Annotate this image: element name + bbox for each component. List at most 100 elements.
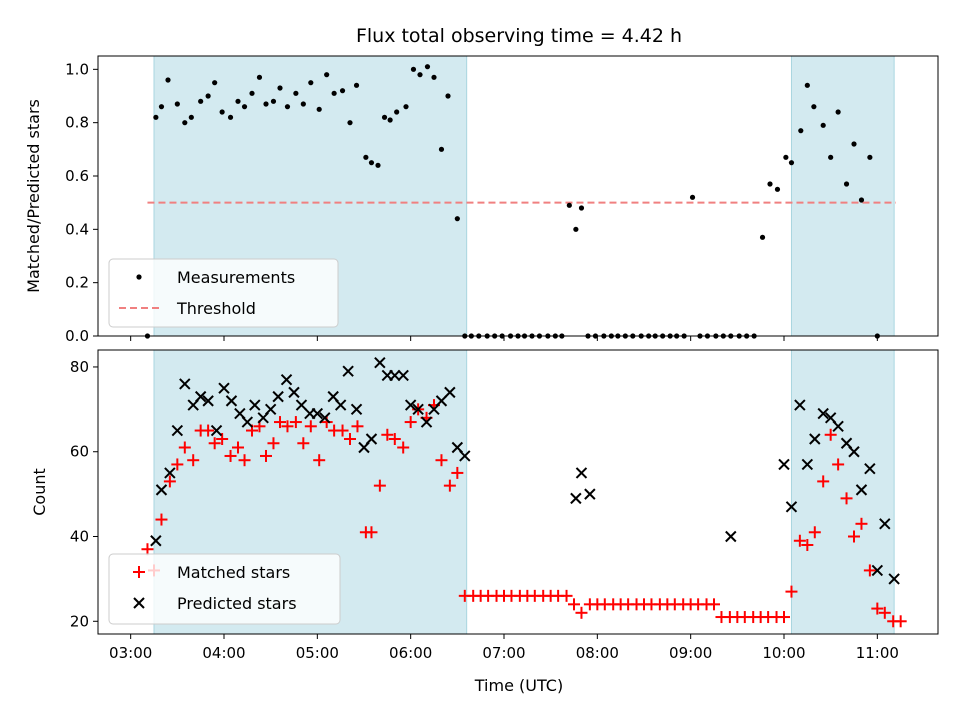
legend-marker-matched — [133, 566, 145, 578]
measurement-point — [198, 98, 204, 104]
predicted-star-point — [879, 518, 891, 530]
predicted-star-point — [311, 407, 324, 420]
top-legend-box — [108, 258, 339, 328]
legend-label-predicted: Predicted stars — [177, 594, 297, 613]
predicted-star-point — [194, 390, 207, 403]
matched-star-point — [451, 466, 464, 479]
measurement-point — [174, 101, 180, 107]
bottom-ytick-label: 80 — [70, 358, 89, 376]
predicted-star-point — [435, 395, 448, 407]
measurement-point — [249, 90, 255, 96]
predicted-star-point — [817, 407, 829, 420]
bottom-ytick-label: 20 — [70, 612, 89, 630]
legend-marker-predicted — [133, 597, 145, 609]
top-ytick-label: 0.2 — [65, 274, 89, 292]
measurement-point — [454, 216, 460, 222]
matched-star-point — [848, 530, 860, 543]
matched-star-point — [216, 433, 229, 446]
matched-star-point — [388, 433, 401, 446]
measurement-point — [811, 104, 817, 110]
predicted-star-point — [778, 458, 790, 471]
measurement-point — [767, 181, 773, 187]
predicted-star-point — [412, 403, 424, 416]
bottom-ylabel: Count — [30, 468, 49, 516]
matched-star-point — [289, 416, 302, 429]
predicted-star-point — [225, 395, 238, 407]
measurement-point — [300, 101, 306, 107]
predicted-star-point — [794, 399, 806, 411]
predicted-star-point — [832, 420, 844, 433]
measurement-point — [219, 109, 225, 115]
matched-star-point — [793, 534, 806, 547]
chart-title: Flux total observing time = 4.42 h — [356, 25, 682, 47]
top-ylabel: Matched/Predicted stars — [24, 99, 43, 293]
predicted-star-point — [374, 357, 386, 369]
matched-star-point — [224, 449, 237, 462]
predicted-star-point — [241, 416, 254, 428]
measurement-point — [867, 154, 873, 160]
predicted-star-point — [202, 395, 214, 407]
xtick-label: 08:00 — [576, 644, 619, 662]
matched-star-point — [202, 424, 215, 437]
measurement-point — [858, 197, 865, 203]
matched-star-point — [871, 602, 884, 615]
matched-star-point — [832, 458, 845, 471]
matched-star-point — [267, 437, 280, 450]
measurement-point — [835, 109, 841, 115]
measurement-point — [368, 160, 375, 166]
matched-star-point — [443, 479, 456, 492]
predicted-star-point — [288, 386, 300, 399]
top-ytick-label: 0.0 — [65, 327, 89, 345]
measurement-point — [331, 90, 337, 96]
measurement-point — [410, 66, 417, 72]
matched-star-point — [313, 454, 326, 467]
matched-star-point — [351, 420, 364, 433]
measurement-point — [188, 114, 194, 120]
matched-star-point — [575, 606, 588, 619]
measurement-point — [284, 104, 291, 110]
matched-star-point — [274, 416, 286, 429]
measurement-point — [182, 120, 188, 126]
predicted-star-point — [272, 390, 284, 403]
bottom-shaded-interval-1 — [790, 349, 895, 635]
measurement-point — [759, 234, 766, 240]
predicted-star-point — [848, 446, 860, 458]
measurement-point — [573, 226, 579, 232]
predicted-star-point — [365, 433, 378, 445]
predicted-star-point — [570, 492, 582, 505]
predicted-star-point — [319, 412, 331, 424]
matched-star-point — [281, 420, 294, 433]
measurement-point — [235, 98, 241, 104]
legend-label-threshold: Threshold — [176, 299, 256, 318]
top-ytick-label: 0.6 — [65, 167, 89, 185]
top-ytick-label: 0.4 — [65, 220, 89, 238]
measurement-point — [788, 160, 795, 166]
predicted-star-point — [575, 467, 588, 479]
measurement-point — [774, 186, 781, 192]
xtick-label: 11:00 — [856, 644, 899, 662]
legend-label-matched: Matched stars — [177, 563, 290, 582]
predicted-star-point — [420, 416, 433, 428]
measurement-point — [843, 181, 850, 187]
predicted-star-point — [444, 386, 456, 399]
matched-star-point — [232, 441, 244, 454]
measurement-point — [851, 141, 857, 147]
measurement-point — [375, 162, 381, 168]
matched-star-point — [778, 611, 790, 624]
measurement-point — [353, 82, 360, 88]
measurement-point — [308, 80, 314, 86]
xtick-label: 04:00 — [202, 644, 245, 662]
matched-star-point — [365, 526, 378, 539]
measurement-point — [153, 114, 159, 120]
measurement-point — [578, 205, 585, 211]
top-legend: Measurements Threshold — [108, 258, 339, 328]
matched-star-point — [171, 458, 184, 471]
matched-star-point — [840, 492, 853, 505]
matched-star-point — [824, 428, 837, 441]
matched-star-point — [801, 538, 814, 551]
measurement-point — [566, 202, 572, 208]
xtick-label: 10:00 — [762, 644, 805, 662]
bottom-legend-box — [108, 553, 341, 625]
measurement-point — [438, 146, 445, 152]
measurement-point — [324, 72, 330, 78]
